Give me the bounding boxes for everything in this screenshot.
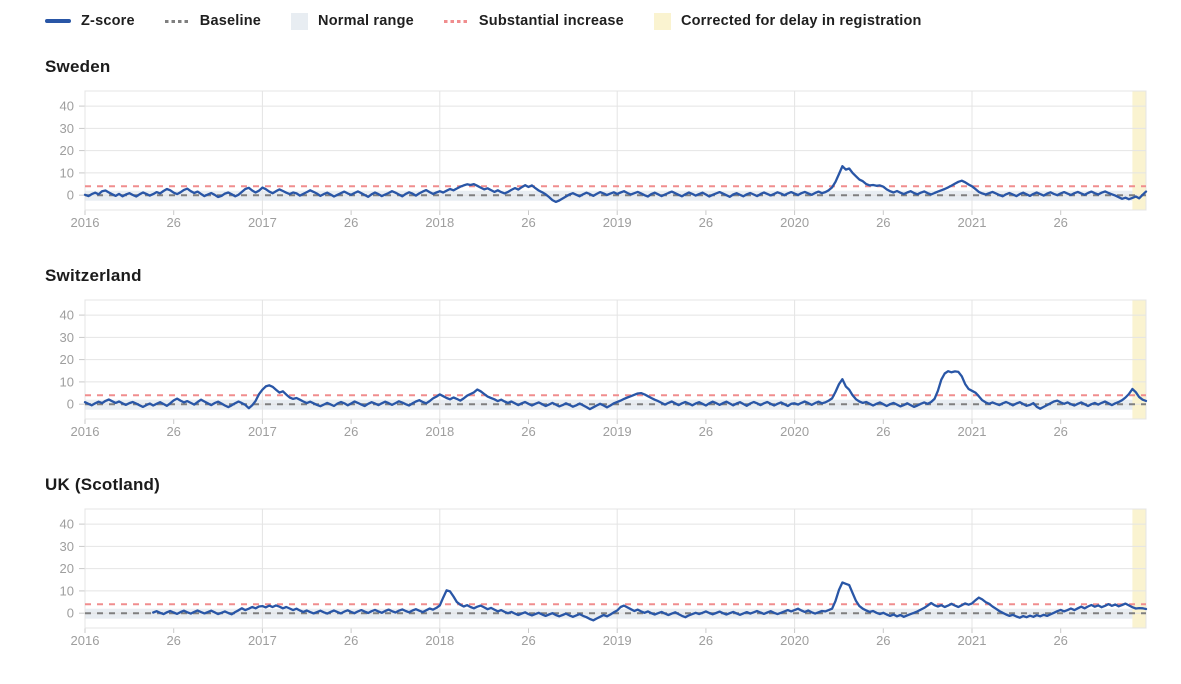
plot-border xyxy=(84,299,1147,420)
x-tick-label: 26 xyxy=(344,633,358,648)
corrected-swatch-icon xyxy=(653,12,671,30)
x-tick-label: 2019 xyxy=(603,215,632,230)
x-tick-label: 2020 xyxy=(780,215,809,230)
legend-label-z-score: Z-score xyxy=(81,13,135,29)
x-tick-label: 2018 xyxy=(425,633,454,648)
z-score-line xyxy=(152,581,1148,622)
x-tick-label: 26 xyxy=(1053,633,1067,648)
x-tick-label: 2020 xyxy=(780,424,809,439)
x-tick-label: 26 xyxy=(166,633,180,648)
y-tick-label: 10 xyxy=(60,374,74,389)
x-tick-label: 26 xyxy=(699,424,713,439)
x-tick-label: 26 xyxy=(166,424,180,439)
x-tick-label: 26 xyxy=(699,633,713,648)
mortality-z-score-dashboard: Z-score Baseline Normal range Substantia… xyxy=(0,0,1181,653)
x-tick-label: 26 xyxy=(521,633,535,648)
x-tick-label: 2019 xyxy=(603,633,632,648)
z-score-line-swatch-icon xyxy=(45,19,71,23)
x-tick-label: 2016 xyxy=(71,424,100,439)
x-tick-label: 2021 xyxy=(958,633,987,648)
panel-sweden: Sweden 0 10 20 30 40 2016 26 2017 26 2018 26 2019 26… xyxy=(0,56,1181,235)
substantial-increase-dash-swatch-icon xyxy=(443,19,469,23)
z-score-line xyxy=(83,165,1148,204)
x-tick-label: 26 xyxy=(876,424,890,439)
x-tick-label: 2017 xyxy=(248,215,277,230)
y-tick-label: 30 xyxy=(60,539,74,554)
y-tick-label: 20 xyxy=(60,143,74,158)
legend-label-substantial-increase: Substantial increase xyxy=(478,13,624,29)
x-tick-label: 26 xyxy=(166,215,180,230)
legend-item-substantial-increase: Substantial increase xyxy=(443,13,624,29)
legend-item-corrected: Corrected for delay in registration xyxy=(653,12,922,30)
panel-title-sweden: Sweden xyxy=(45,57,111,76)
x-tick-label: 26 xyxy=(876,215,890,230)
legend-item-z-score: Z-score xyxy=(45,13,135,29)
x-tick-label: 2019 xyxy=(603,424,632,439)
x-tick-label: 2021 xyxy=(958,424,987,439)
x-tick-label: 26 xyxy=(1053,424,1067,439)
x-tick-label: 2017 xyxy=(248,633,277,648)
y-tick-label: 10 xyxy=(60,583,74,598)
y-tick-label: 0 xyxy=(67,397,74,412)
x-tick-label: 26 xyxy=(344,215,358,230)
chart-sweden: 0 10 20 30 40 2016 26 2017 26 2018 26 2019 26 2020 26 2… xyxy=(60,90,1148,230)
y-tick-label: 30 xyxy=(60,330,74,345)
y-tick-label: 40 xyxy=(60,99,74,114)
z-score-line xyxy=(83,370,1148,411)
y-tick-label: 10 xyxy=(60,165,74,180)
panel-title-switzerland: Switzerland xyxy=(45,266,142,285)
x-tick-label: 2017 xyxy=(248,424,277,439)
chart-uk-scotland: 0 10 20 30 40 2016 26 2017 26 2018 26 2019 26 2020 26 2… xyxy=(60,508,1148,648)
y-tick-label: 20 xyxy=(60,352,74,367)
legend-label-baseline: Baseline xyxy=(199,13,262,29)
x-tick-label: 2020 xyxy=(780,633,809,648)
panel-uk-scotland: UK (Scotland) 0 10 20 30 40 2016 26 2017 26 2018 2… xyxy=(0,474,1181,653)
normal-range-swatch-icon xyxy=(291,12,309,30)
x-tick-label: 2018 xyxy=(425,215,454,230)
x-tick-label: 26 xyxy=(344,424,358,439)
x-tick-label: 2018 xyxy=(425,424,454,439)
x-tick-label: 26 xyxy=(1053,215,1067,230)
x-tick-label: 26 xyxy=(521,215,535,230)
x-tick-label: 26 xyxy=(876,633,890,648)
x-tick-label: 26 xyxy=(521,424,535,439)
panel-title-uk-scotland: UK (Scotland) xyxy=(45,475,160,494)
x-tick-label: 26 xyxy=(699,215,713,230)
x-tick-label: 2016 xyxy=(71,215,100,230)
baseline-dash-swatch-icon xyxy=(164,19,190,23)
panel-switzerland: Switzerland 0 10 20 30 40 2016 26 2017 26 2018 26 2… xyxy=(0,265,1181,444)
x-tick-label: 2016 xyxy=(71,633,100,648)
x-tick-label: 2021 xyxy=(958,215,987,230)
legend-label-normal-range: Normal range xyxy=(318,13,414,29)
y-tick-label: 20 xyxy=(60,561,74,576)
y-tick-label: 0 xyxy=(67,606,74,621)
legend-item-normal-range: Normal range xyxy=(291,12,414,30)
plot-border xyxy=(84,508,1147,629)
legend-label-corrected: Corrected for delay in registration xyxy=(680,13,922,29)
plot-border xyxy=(84,90,1147,211)
y-tick-label: 30 xyxy=(60,121,74,136)
legend-item-baseline: Baseline xyxy=(164,13,262,29)
chart-switzerland: 0 10 20 30 40 2016 26 2017 26 2018 26 2019 26 2020 26 2… xyxy=(60,299,1148,439)
y-tick-label: 0 xyxy=(67,188,74,203)
y-tick-label: 40 xyxy=(60,517,74,532)
y-tick-label: 40 xyxy=(60,308,74,323)
chart-legend: Z-score Baseline Normal range Substantia… xyxy=(0,0,1181,32)
